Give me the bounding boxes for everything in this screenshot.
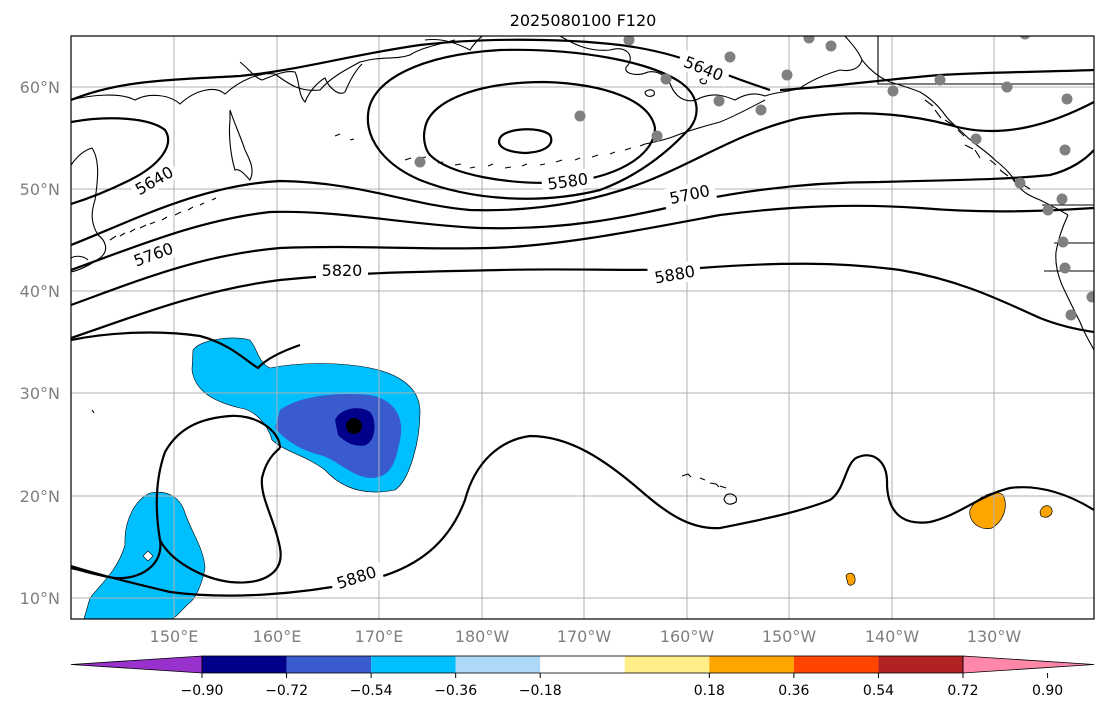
map-title: 2025080100 F120: [510, 11, 657, 30]
lat-tick-label: 60°N: [20, 78, 60, 97]
station-marker: [574, 110, 586, 122]
coastline-us-canada-border: [877, 36, 1094, 272]
station-marker: [713, 95, 725, 107]
coastline-bc-islands: [924, 99, 1031, 190]
colorbar-segment: [455, 656, 541, 673]
shading-center-dot: [346, 418, 362, 434]
lon-tick-label: 150°W: [762, 627, 817, 646]
station-marker: [825, 40, 837, 52]
station-marker: [1065, 309, 1077, 321]
colorbar-tick-label: −0.36: [434, 683, 477, 699]
colorbar-tick-label: −0.18: [519, 683, 562, 699]
colorbar-tick-label: 0.90: [1032, 683, 1063, 699]
colorbar-tick-label: 0.36: [778, 683, 809, 699]
colorbar: −0.90 −0.72 −0.54 −0.36 −0.18 0.18 0.36 0.54 0.7…: [70, 655, 1095, 699]
lon-tick-label: 170°W: [557, 627, 612, 646]
coastline-alaska-peninsula: [644, 99, 766, 145]
lat-tick-label: 50°N: [20, 180, 60, 199]
station-marker: [1001, 81, 1013, 93]
station-marker: [1014, 177, 1026, 189]
colorbar-tick-label: 0.54: [863, 683, 894, 699]
station-marker: [781, 69, 793, 81]
contour-5580-inner: [498, 128, 553, 155]
contour-label-5820: 5820: [322, 261, 363, 280]
coastline-hawaii: [681, 473, 737, 505]
colorbar-segment: [624, 656, 710, 673]
station-marker: [1042, 204, 1054, 216]
shading-orange-region-tiny: [845, 572, 856, 586]
colorbar-tick-label: −0.90: [181, 683, 224, 699]
colorbar-tick-label: 0.72: [947, 683, 978, 699]
lat-tick-label: 40°N: [20, 282, 60, 301]
map-panel: 5640 5580 5640 5700 5760: [70, 35, 1095, 620]
station-marker: [1019, 36, 1031, 40]
colorbar-tick-label: −0.54: [350, 683, 393, 699]
height-contours: [71, 38, 1094, 597]
colorbar-tick-label: 0.18: [694, 683, 725, 699]
lon-tick-label: 160°E: [253, 627, 302, 646]
station-marker: [660, 73, 672, 85]
contour-5580: [422, 80, 657, 184]
station-marker: [1059, 262, 1071, 274]
colorbar-segment: [371, 656, 456, 673]
coastline-british-columbia: [861, 59, 1069, 216]
colorbar-segment: [878, 656, 963, 673]
coastline-bering-islands: [334, 78, 708, 141]
station-marker: [1086, 291, 1094, 303]
station-marker: [803, 36, 815, 44]
colorbar-segment: [202, 656, 287, 673]
lon-tick-label: 150°E: [150, 627, 199, 646]
contour-5700: [71, 101, 1094, 247]
colorbar-segment: [286, 656, 372, 673]
lon-tick-label: 170°E: [355, 627, 404, 646]
coastline-asia: [71, 39, 456, 273]
lat-tick-label: 10°N: [20, 589, 60, 608]
colorbar-tick-label: −0.72: [265, 683, 308, 699]
colorbar-segment: [540, 656, 625, 673]
station-marker: [934, 74, 946, 86]
coastline-chukotka: [239, 36, 483, 103]
map-frame: [70, 35, 1095, 620]
contour-5760: [71, 149, 1094, 272]
coastline-japan-hint: [71, 255, 95, 414]
lon-tick-label: 160°W: [660, 627, 715, 646]
station-marker: [887, 85, 899, 97]
colorbar-segment: [793, 656, 879, 673]
contour-5640-west: [71, 117, 170, 206]
coastline-kamchatka: [228, 109, 253, 181]
lat-tick-label: 30°N: [20, 384, 60, 403]
colorbar-extend-low: [70, 655, 203, 674]
latitude-labels: 60°N 50°N 40°N 30°N 20°N 10°N: [20, 78, 60, 608]
contour-5880-south: [71, 434, 1094, 597]
contour-5820: [71, 204, 1094, 307]
colorbar-outline: [201, 655, 964, 674]
shading-negative-anomaly: [83, 337, 421, 619]
station-marker: [414, 156, 426, 168]
station-marker: [1059, 144, 1071, 156]
station-marker: [651, 130, 663, 142]
longitude-labels: 150°E 160°E 170°E 180°W 170°W 160°W 150°…: [150, 627, 1022, 646]
station-marker: [724, 51, 736, 63]
shading-white-hole: [142, 550, 154, 562]
contour-5880-lower: [71, 331, 301, 370]
coastlines: [71, 36, 1094, 505]
station-marker: [623, 36, 635, 46]
lon-tick-label: 130°W: [967, 627, 1022, 646]
shading-orange-region-small: [1039, 505, 1053, 518]
station-marker: [1061, 93, 1073, 105]
colorbar-extend-high: [962, 655, 1095, 674]
station-markers: [414, 36, 1094, 321]
station-marker: [1056, 193, 1068, 205]
lon-tick-label: 140°W: [865, 627, 920, 646]
station-marker: [755, 104, 767, 116]
station-marker: [970, 133, 982, 145]
station-marker: [1057, 236, 1069, 248]
coastline-kuril-chain: [109, 197, 217, 241]
colorbar-segment: [709, 656, 794, 673]
lon-tick-label: 180°W: [455, 627, 510, 646]
lat-tick-label: 20°N: [20, 487, 60, 506]
